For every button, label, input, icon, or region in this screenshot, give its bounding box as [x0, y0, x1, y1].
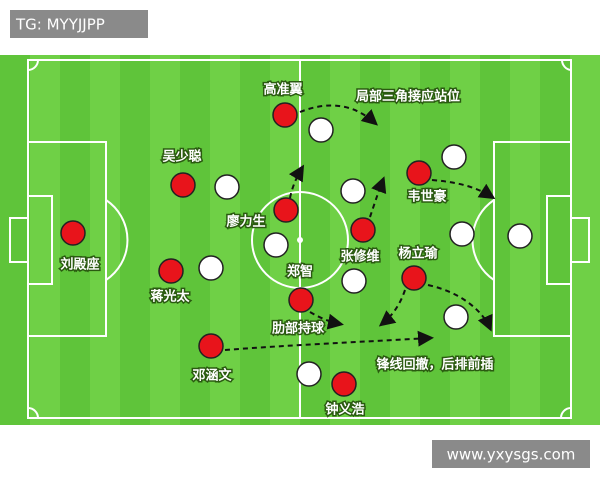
- player-label: 吴少聪: [162, 149, 201, 165]
- annotation: 肋部持球: [272, 321, 325, 337]
- player-label: 廖力生: [226, 214, 265, 230]
- player-label: 蒋光太: [150, 289, 190, 305]
- pitch-lines: [9, 59, 590, 419]
- arrows: [224, 104, 496, 351]
- player-label: 张修维: [340, 249, 379, 265]
- watermark: TG: MYYJJPP: [15, 16, 105, 34]
- annotation: 锋线回撤，后排前插: [376, 357, 493, 373]
- annotation: 局部三角接应站位: [356, 89, 460, 105]
- player-label: 杨立瑜: [398, 246, 438, 262]
- player-label: 邓涵文: [192, 368, 232, 384]
- player-label: 韦世豪: [407, 189, 446, 205]
- player-label: 郑智: [287, 264, 313, 280]
- player-label: 高准翼: [263, 82, 302, 98]
- site-url: www.yxysgs.com: [447, 446, 576, 464]
- watermark-box: [10, 10, 148, 38]
- red-players: [60, 102, 432, 397]
- white-players: [198, 117, 533, 387]
- player-label: 刘殿座: [60, 257, 99, 273]
- site-box: [432, 440, 590, 468]
- player-label: 钟义浩: [325, 402, 364, 418]
